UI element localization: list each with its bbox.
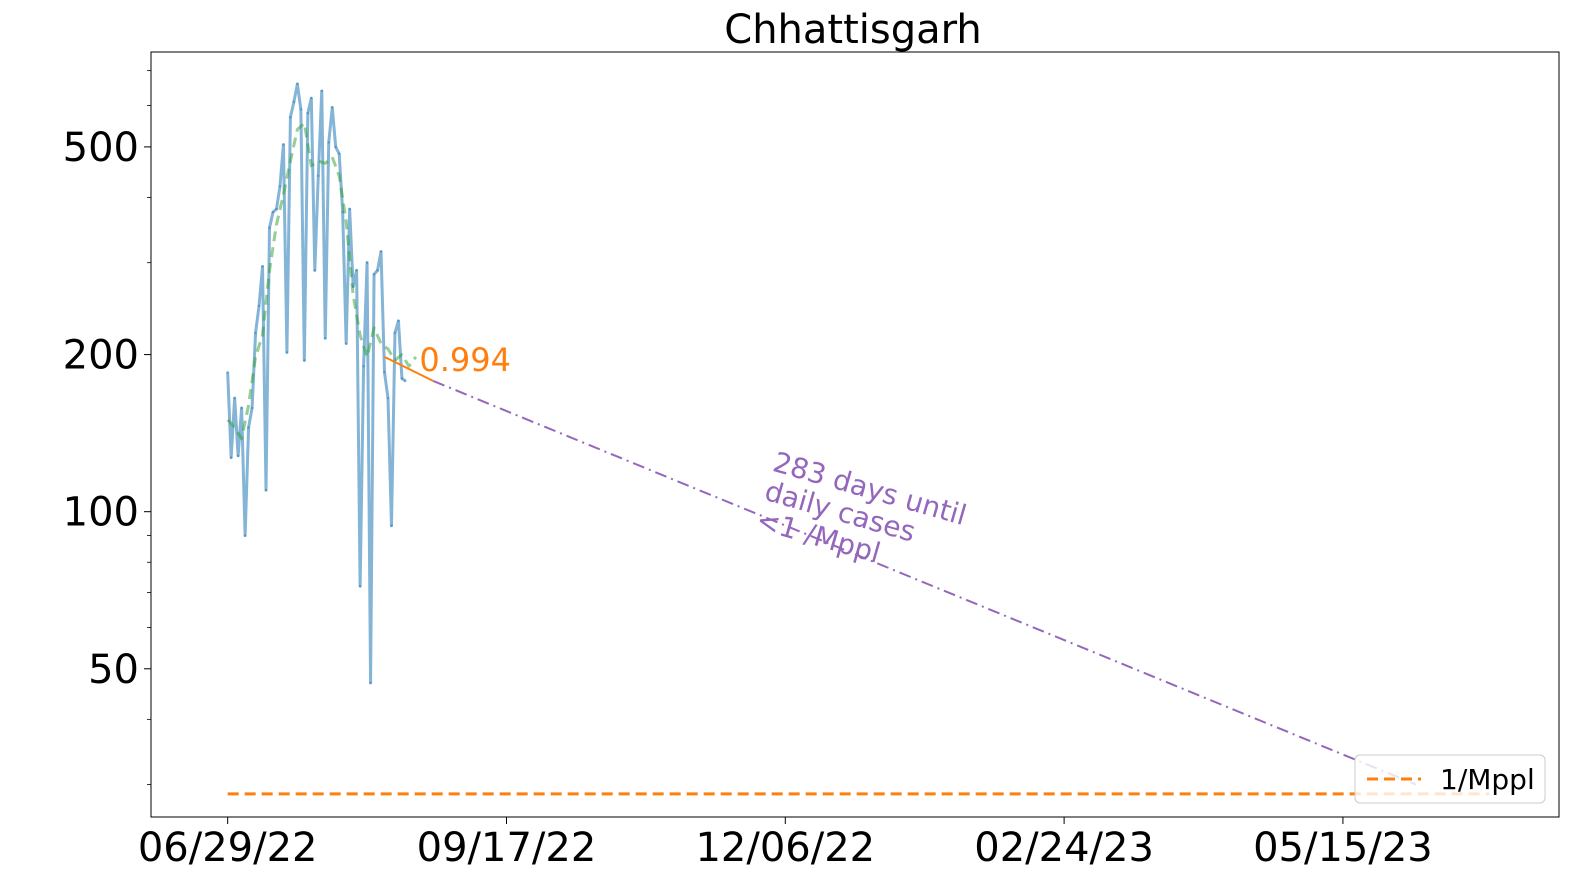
- daily-point: [257, 304, 261, 308]
- series-trend-line: [384, 355, 434, 382]
- daily-point: [240, 406, 243, 410]
- daily-point: [358, 584, 362, 588]
- daily-point: [348, 207, 351, 211]
- daily-point: [233, 396, 236, 400]
- daily-point: [365, 261, 369, 264]
- daily-point: [379, 250, 383, 253]
- daily-point: [310, 96, 313, 100]
- daily-point: [250, 406, 254, 410]
- legend-box: [1354, 754, 1546, 804]
- daily-point: [243, 534, 247, 537]
- daily-point: [383, 371, 386, 374]
- daily-point: [282, 143, 285, 146]
- daily-point: [296, 82, 299, 86]
- daily-point: [254, 331, 257, 335]
- daily-point: [397, 319, 400, 323]
- plot-background: [151, 52, 1559, 817]
- daily-point: [292, 100, 296, 104]
- daily-point: [393, 331, 397, 335]
- daily-point: [369, 681, 372, 685]
- axes-frame: [150, 51, 1560, 818]
- daily-point: [247, 426, 250, 429]
- daily-point: [226, 371, 229, 374]
- series-daily-line: [226, 82, 407, 685]
- x-tick-label: 02/24/23: [974, 825, 1154, 871]
- chart-title: Chhattisgarh: [724, 7, 981, 53]
- x-tick-label: 09/17/22: [417, 825, 597, 871]
- daily-point: [306, 112, 310, 115]
- daily-point: [355, 269, 358, 272]
- daily-point: [264, 488, 268, 492]
- y-tick-label: 500: [63, 125, 139, 171]
- daily-point: [362, 365, 365, 368]
- daily-point: [317, 174, 320, 178]
- daily-point: [376, 269, 379, 272]
- daily-point: [285, 351, 289, 354]
- daily-point: [278, 185, 282, 188]
- daily-point: [271, 210, 275, 214]
- legend: 1/Mppl: [1354, 754, 1546, 804]
- y-tick-label: 50: [88, 647, 139, 693]
- daily-point: [236, 454, 240, 457]
- y-tick-label: 100: [63, 490, 139, 536]
- series-projection-line: [432, 380, 1417, 786]
- x-tick-label: 06/29/22: [138, 825, 318, 871]
- daily-point: [338, 152, 341, 156]
- x-tick-label: 12/06/22: [695, 825, 875, 871]
- slope-annotation: 0.994: [419, 341, 511, 379]
- daily-point: [404, 379, 407, 383]
- series-smoothed-line: [226, 121, 418, 441]
- daily-point: [324, 336, 327, 340]
- daily-point: [344, 342, 348, 345]
- daily-point: [303, 359, 306, 362]
- daily-point: [275, 207, 278, 211]
- daily-point: [313, 269, 316, 272]
- daily-point: [289, 116, 292, 119]
- daily-point: [386, 396, 390, 400]
- axes: 06/29/22 09/17/22 12/06/22 02/24/23 05/15/23…: [63, 51, 1560, 871]
- daily-point: [327, 141, 330, 144]
- daily-point: [372, 273, 376, 276]
- x-tick-label: 05/15/23: [1253, 825, 1433, 871]
- daily-point: [334, 145, 337, 149]
- daily-point: [390, 524, 393, 527]
- daily-point: [299, 108, 303, 111]
- legend-label: 1/Mppl: [1440, 763, 1535, 796]
- daily-point: [400, 377, 404, 380]
- daily-point: [229, 456, 233, 459]
- plot-area: [151, 52, 1559, 817]
- daily-point: [268, 226, 271, 229]
- daily-point: [331, 106, 334, 109]
- y-tick-label: 200: [63, 333, 139, 379]
- daily-point: [320, 89, 323, 93]
- daily-point: [261, 265, 264, 268]
